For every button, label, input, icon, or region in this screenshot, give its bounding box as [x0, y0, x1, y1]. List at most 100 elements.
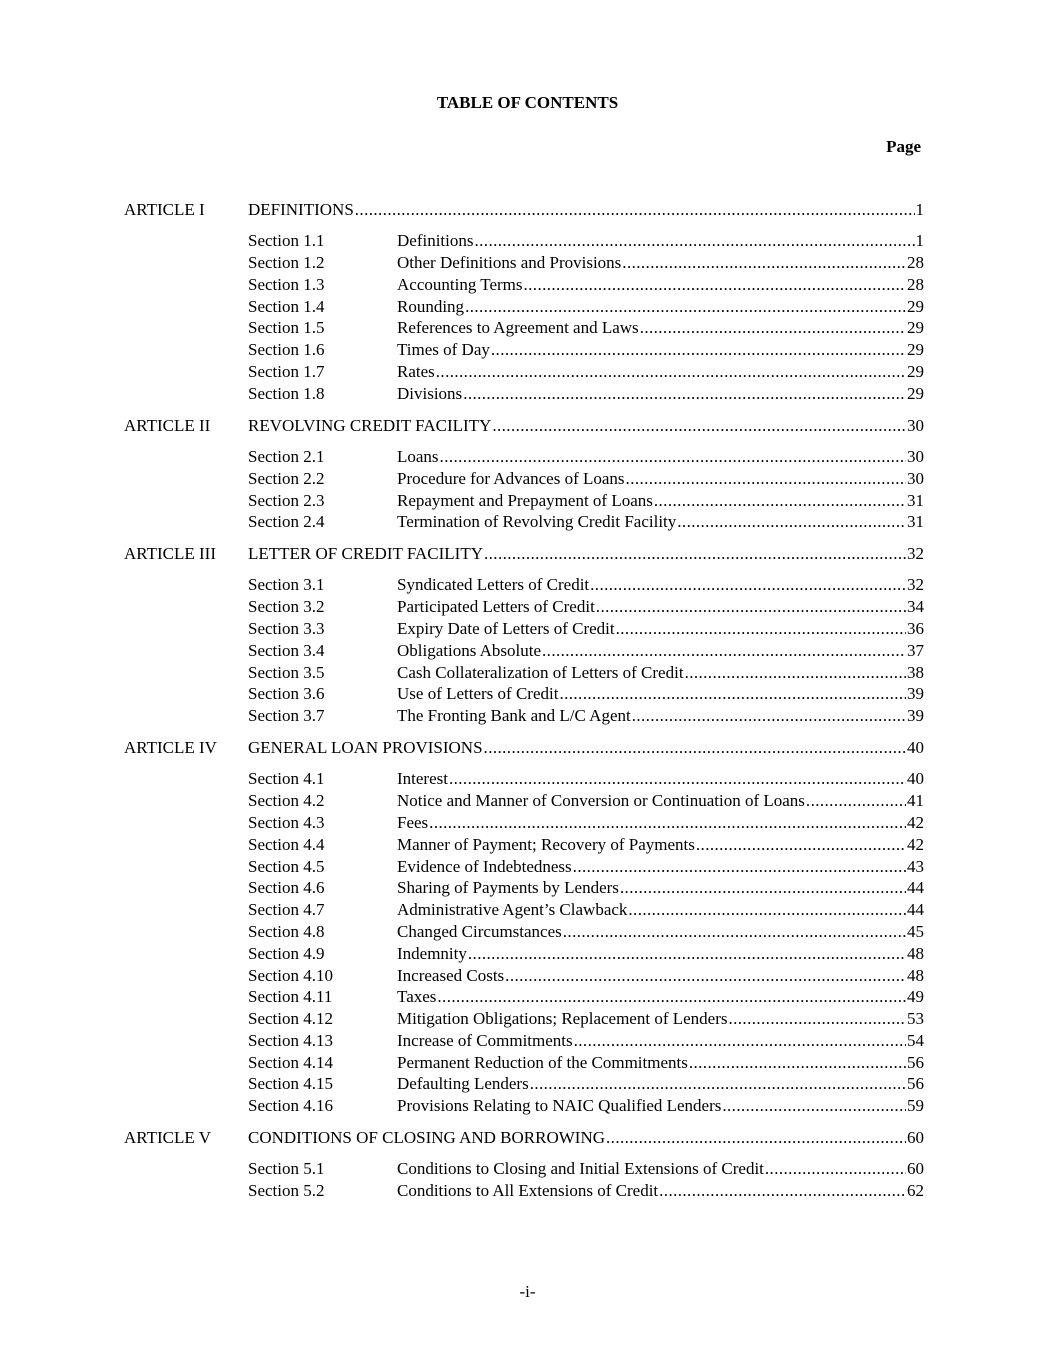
- section-label: Section 1.2: [248, 253, 325, 273]
- section-label: Section 4.11: [248, 987, 333, 1007]
- article-title: LETTER OF CREDIT FACILITY: [248, 544, 483, 564]
- section-page-number: 42: [907, 812, 924, 832]
- section-label: Section 4.4: [248, 834, 325, 854]
- article-group: ARTICLE I DEFINITIONS 1 Section 1.1 Definiti…: [124, 199, 924, 405]
- toc-entry-section[interactable]: Section 1.8 Divisions 29: [124, 383, 924, 405]
- toc-entry-section[interactable]: Section 1.6 Times of Day 29: [124, 339, 924, 361]
- toc-entry-section[interactable]: Section 3.7 The Fronting Bank and L/C Age…: [124, 705, 924, 727]
- toc-entry-section[interactable]: Section 4.3 Fees 42: [124, 812, 924, 834]
- section-title: Times of Day: [397, 340, 490, 360]
- toc-entry-article[interactable]: ARTICLE II REVOLVING CREDIT FACILITY 30: [124, 415, 924, 437]
- toc-entry-section[interactable]: Section 1.2 Other Definitions and Provisi…: [124, 252, 924, 274]
- toc-entry-section[interactable]: Section 4.10 Increased Costs 48: [124, 965, 924, 987]
- section-label: Section 3.6: [248, 684, 325, 704]
- dot-leader: [616, 618, 906, 640]
- dot-leader: [484, 737, 906, 759]
- toc-entry-section[interactable]: Section 4.15 Defaulting Lenders 56: [124, 1073, 924, 1095]
- toc-entry-article[interactable]: ARTICLE I DEFINITIONS 1: [124, 199, 924, 221]
- toc-entry-section[interactable]: Section 1.5 References to Agreement and L…: [124, 317, 924, 339]
- toc-entry-section[interactable]: Section 3.3 Expiry Date of Letters of Cre…: [124, 618, 924, 640]
- toc-entry-section[interactable]: Section 1.3 Accounting Terms 28: [124, 274, 924, 296]
- article-label: ARTICLE II: [124, 415, 211, 435]
- toc-entry-section[interactable]: Section 4.13 Increase of Commitments 54: [124, 1030, 924, 1052]
- toc-entry-article[interactable]: ARTICLE III LETTER OF CREDIT FACILITY 32: [124, 543, 924, 565]
- toc-entry-section[interactable]: Section 2.3 Repayment and Prepayment of L…: [124, 490, 924, 512]
- page-column-header: Page: [886, 137, 921, 156]
- section-label: Section 4.1: [248, 769, 325, 789]
- dot-leader: [677, 511, 906, 533]
- section-label: Section 3.2: [248, 597, 325, 617]
- toc-entry-section[interactable]: Section 4.16 Provisions Relating to NAIC …: [124, 1095, 924, 1117]
- section-page-number: 53: [907, 1009, 924, 1029]
- dot-leader: [484, 543, 906, 565]
- section-label: Section 3.4: [248, 640, 325, 660]
- section-title: Administrative Agent’s Clawback: [397, 900, 628, 920]
- toc-entry-section[interactable]: Section 1.4 Rounding 29: [124, 296, 924, 318]
- section-title: Mitigation Obligations; Replacement of L…: [397, 1009, 728, 1029]
- toc-entry-section[interactable]: Section 4.6 Sharing of Payments by Lender…: [124, 877, 924, 899]
- section-title: Use of Letters of Credit: [397, 684, 559, 704]
- toc-entry-article[interactable]: ARTICLE V CONDITIONS OF CLOSING AND BORRO…: [124, 1127, 924, 1149]
- toc-entry-section[interactable]: Section 3.4 Obligations Absolute 37: [124, 640, 924, 662]
- dot-leader: [542, 640, 906, 662]
- article-page-number: 60: [907, 1128, 924, 1148]
- dot-leader: [440, 446, 906, 468]
- toc-entry-section[interactable]: Section 4.2 Notice and Manner of Conversi…: [124, 790, 924, 812]
- toc-entry-section[interactable]: Section 3.1 Syndicated Letters of Credit 3…: [124, 574, 924, 596]
- toc-entry-section[interactable]: Section 2.1 Loans 30: [124, 446, 924, 468]
- toc-entry-section[interactable]: Section 3.2 Participated Letters of Credi…: [124, 596, 924, 618]
- toc-entry-section[interactable]: Section 2.2 Procedure for Advances of Loa…: [124, 468, 924, 490]
- section-page-number: 34: [907, 597, 924, 617]
- toc-entry-section[interactable]: Section 4.5 Evidence of Indebtedness 43: [124, 856, 924, 878]
- dot-leader: [463, 383, 906, 405]
- toc-entry-section[interactable]: Section 4.11 Taxes 49: [124, 986, 924, 1008]
- toc-entry-section[interactable]: Section 4.12 Mitigation Obligations; Repl…: [124, 1008, 924, 1030]
- section-label: Section 1.3: [248, 274, 325, 294]
- dot-leader: [606, 1127, 906, 1149]
- toc-entry-section[interactable]: Section 5.2 Conditions to All Extensions …: [124, 1180, 924, 1202]
- article-title: REVOLVING CREDIT FACILITY: [248, 415, 492, 435]
- toc-entry-section[interactable]: Section 1.1 Definitions 1: [124, 230, 924, 252]
- section-label: Section 4.6: [248, 878, 325, 898]
- dot-leader: [590, 574, 906, 596]
- toc-entry-section[interactable]: Section 4.8 Changed Circumstances 45: [124, 921, 924, 943]
- dot-leader: [573, 856, 906, 878]
- dot-leader: [728, 1008, 906, 1030]
- toc-entry-section[interactable]: Section 2.4 Termination of Revolving Cred…: [124, 511, 924, 533]
- toc-entry-section[interactable]: Section 1.7 Rates 29: [124, 361, 924, 383]
- section-label: Section 1.6: [248, 340, 325, 360]
- dot-leader: [437, 986, 906, 1008]
- section-page-number: 36: [907, 619, 924, 639]
- toc-entry-article[interactable]: ARTICLE IV GENERAL LOAN PROVISIONS 40: [124, 737, 924, 759]
- section-page-number: 29: [907, 383, 924, 403]
- article-title: DEFINITIONS: [248, 200, 354, 219]
- section-title: Changed Circumstances: [397, 921, 562, 941]
- dot-leader: [505, 965, 906, 987]
- toc-entry-section[interactable]: Section 4.14 Permanent Reduction of the C…: [124, 1052, 924, 1074]
- section-title: Repayment and Prepayment of Loans: [397, 490, 653, 510]
- section-label: Section 1.4: [248, 296, 325, 316]
- article-group: ARTICLE II REVOLVING CREDIT FACILITY 30 Sec…: [124, 415, 924, 533]
- dot-leader: [640, 317, 906, 339]
- toc-entry-section[interactable]: Section 3.5 Cash Collateralization of Let…: [124, 662, 924, 684]
- section-title: Conditions to All Extensions of Credit: [397, 1181, 659, 1201]
- toc-entry-section[interactable]: Section 4.7 Administrative Agent’s Clawba…: [124, 899, 924, 921]
- toc-entry-section[interactable]: Section 4.1 Interest 40: [124, 768, 924, 790]
- section-page-number: 29: [907, 362, 924, 382]
- toc-entry-section[interactable]: Section 5.1 Conditions to Closing and Ini…: [124, 1158, 924, 1180]
- dot-leader: [475, 230, 915, 252]
- section-title: References to Agreement and Laws: [397, 318, 639, 338]
- page-number-footer: -i-: [519, 1282, 536, 1301]
- section-label: Section 1.7: [248, 362, 325, 382]
- dot-leader: [491, 339, 906, 361]
- toc-entry-section[interactable]: Section 3.6 Use of Letters of Credit 39: [124, 683, 924, 705]
- section-title: Defaulting Lenders: [397, 1074, 529, 1094]
- toc-entry-section[interactable]: Section 4.4 Manner of Payment; Recovery o…: [124, 834, 924, 856]
- section-label: Section 4.7: [248, 900, 325, 920]
- article-title: CONDITIONS OF CLOSING AND BORROWING: [248, 1128, 606, 1148]
- dot-leader: [626, 468, 906, 490]
- section-title: Rounding: [397, 296, 465, 316]
- section-page-number: 54: [907, 1030, 924, 1050]
- toc-entry-section[interactable]: Section 4.9 Indemnity 48: [124, 943, 924, 965]
- article-page-number: 30: [907, 415, 924, 435]
